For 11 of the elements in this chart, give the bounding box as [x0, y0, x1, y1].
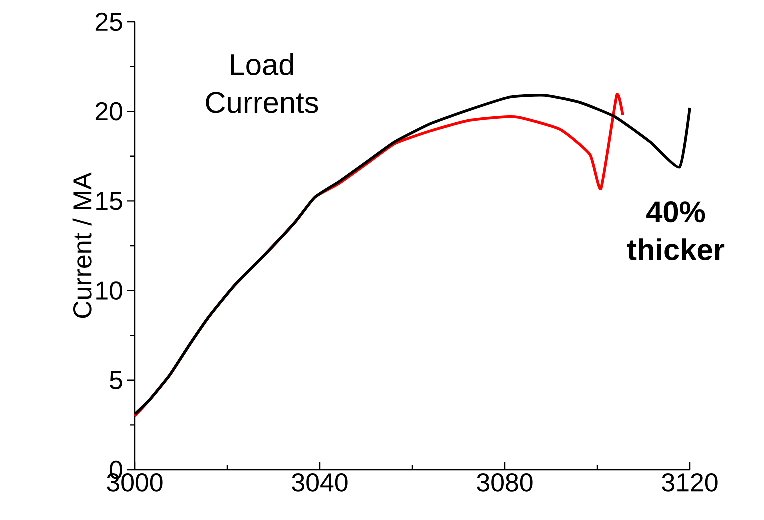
y-tick-label: 5	[110, 371, 122, 390]
annotation: Load Currents	[206, 54, 318, 114]
y-axis-title: Current / MA	[72, 172, 92, 318]
x-tick-label: 3040	[292, 474, 348, 492]
y-tick-label: 10	[96, 282, 122, 300]
y-tick-label: 15	[96, 192, 122, 210]
annotation: 40% thicker	[627, 202, 725, 261]
y-tick-label: 20	[96, 102, 122, 121]
y-tick-label: 25	[96, 12, 122, 32]
x-tick-label: 3120	[662, 474, 718, 492]
x-tick-label: 3080	[477, 474, 533, 492]
